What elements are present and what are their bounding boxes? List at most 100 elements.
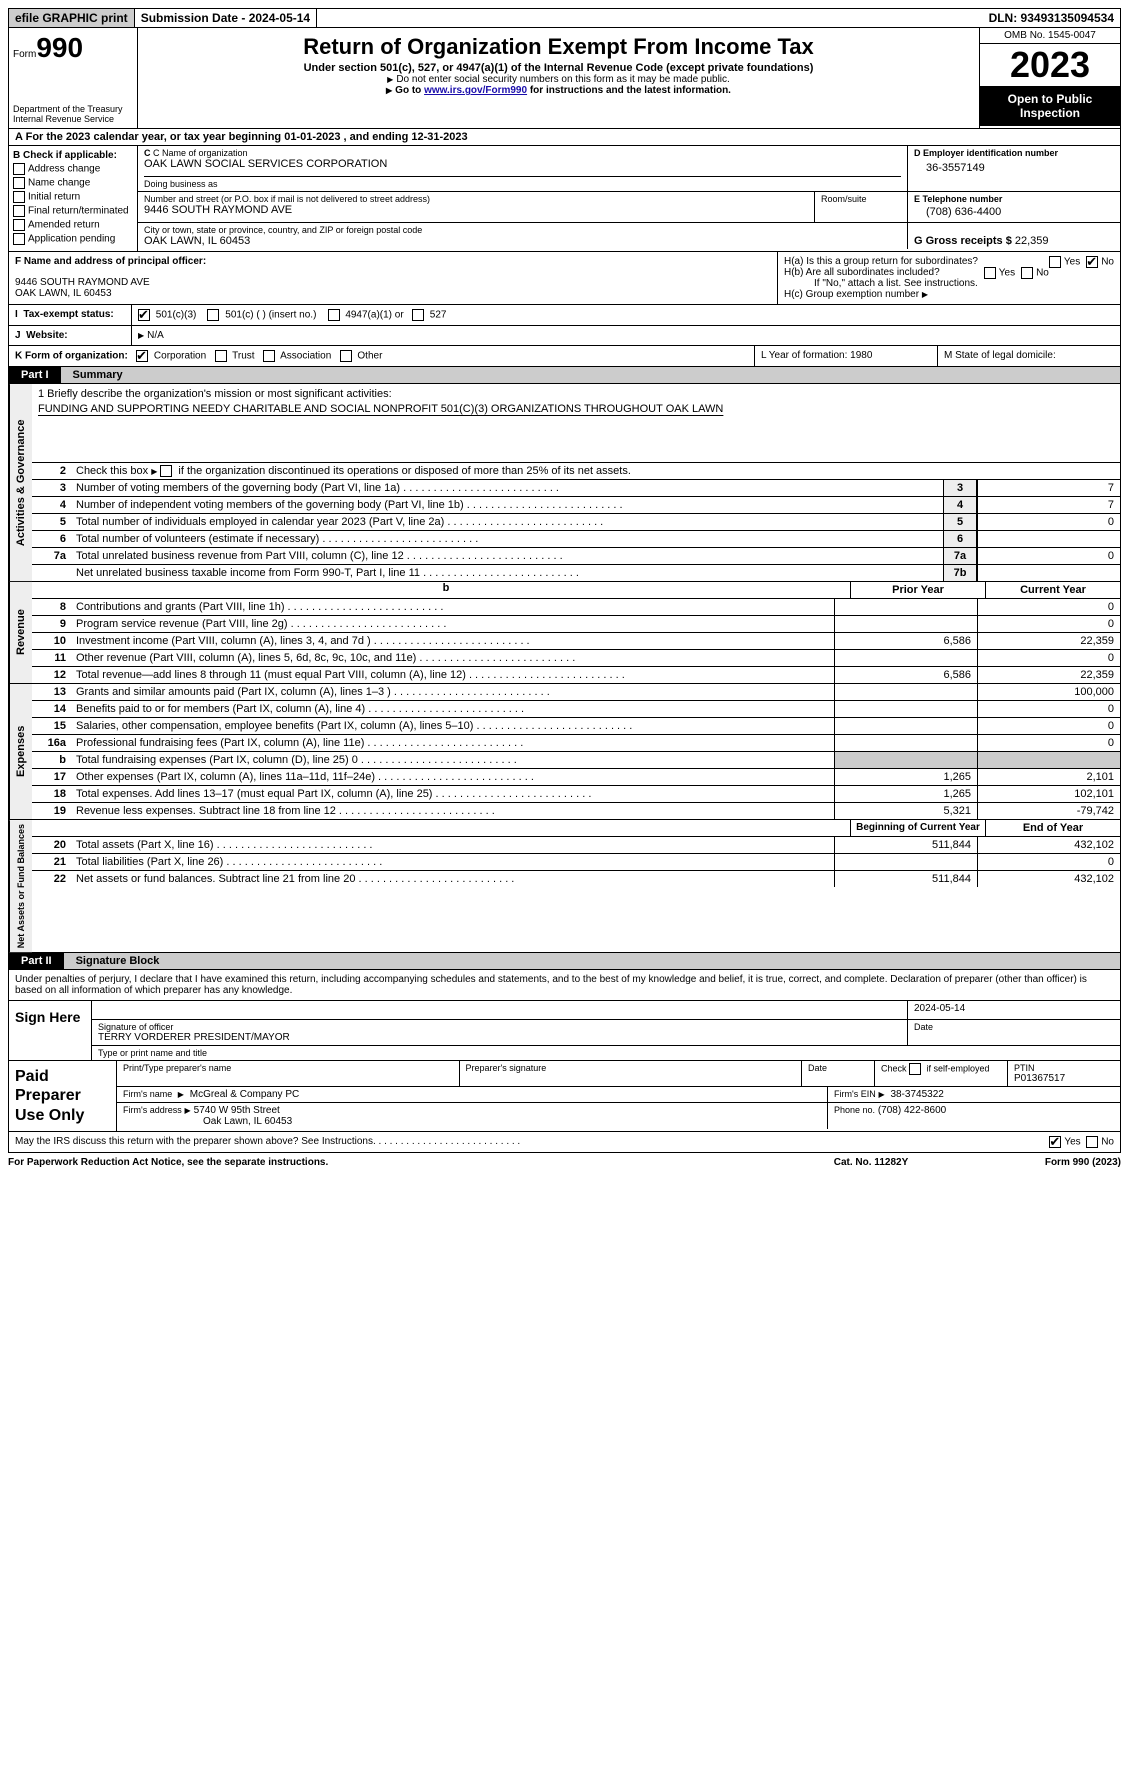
form-org-row: K Form of organization: Corporation Trus… — [8, 346, 1121, 367]
cb-discuss-yes[interactable] — [1049, 1136, 1061, 1148]
money-row: 11Other revenue (Part VIII, column (A), … — [32, 650, 1120, 667]
h-b-note: If "No," attach a list. See instructions… — [784, 278, 1114, 289]
money-row: 16aProfessional fundraising fees (Part I… — [32, 735, 1120, 752]
cb-527[interactable] — [412, 309, 424, 321]
money-row: 13Grants and similar amounts paid (Part … — [32, 684, 1120, 701]
cb-ha-no[interactable] — [1086, 256, 1098, 268]
mission-text: FUNDING AND SUPPORTING NEEDY CHARITABLE … — [38, 400, 1114, 458]
phone-value: (708) 636-4400 — [914, 204, 1114, 220]
net-header: Beginning of Current YearEnd of Year — [32, 820, 1120, 837]
money-row: 9Program service revenue (Part VIII, lin… — [32, 616, 1120, 633]
h-c: H(c) Group exemption number — [784, 289, 1114, 300]
summary-expenses: Expenses 13Grants and similar amounts pa… — [8, 684, 1121, 820]
city-value: OAK LAWN, IL 60453 — [144, 235, 901, 247]
state-domicile: M State of legal domicile: — [938, 346, 1120, 366]
cb-hb-no[interactable] — [1021, 267, 1033, 279]
department: Department of the Treasury Internal Reve… — [13, 104, 133, 124]
instructions-note: Go to www.irs.gov/Form990 for instructio… — [142, 85, 975, 96]
form-title: Return of Organization Exempt From Incom… — [142, 34, 975, 60]
gov-row: 7aTotal unrelated business revenue from … — [32, 548, 1120, 565]
year-formation: L Year of formation: 1980 — [755, 346, 938, 366]
h-a: H(a) Is this a group return for subordin… — [784, 256, 1114, 267]
website-row: J Website: N/A — [8, 326, 1121, 346]
officer-addr2: OAK LAWN, IL 60453 — [15, 288, 771, 299]
sign-here-label: Sign Here — [9, 1001, 92, 1060]
cb-other[interactable] — [340, 350, 352, 362]
cb-address-change[interactable] — [13, 163, 25, 175]
form-header: Form990 Department of the Treasury Inter… — [8, 28, 1121, 129]
summary-netassets: Net Assets or Fund Balances Beginning of… — [8, 820, 1121, 953]
h-b: H(b) Are all subordinates included?Yes N… — [784, 267, 1114, 278]
cb-hb-yes[interactable] — [984, 267, 996, 279]
cb-final-return[interactable] — [13, 205, 25, 217]
money-row: 21Total liabilities (Part X, line 26)0 — [32, 854, 1120, 871]
ssn-note: Do not enter social security numbers on … — [142, 74, 975, 85]
tax-year: 2023 — [980, 44, 1120, 86]
cb-application-pending[interactable] — [13, 233, 25, 245]
firm-addr1: 5740 W 95th Street — [194, 1105, 280, 1116]
street-label: Number and street (or P.O. box if mail i… — [144, 194, 808, 204]
irs-link[interactable]: www.irs.gov/Form990 — [424, 85, 527, 96]
sign-date: 2024-05-14 — [908, 1001, 1120, 1019]
form-number: 990 — [36, 32, 83, 63]
line-a: A For the 2023 calendar year, or tax yea… — [8, 129, 1121, 146]
line-2: 2Check this box if the organization disc… — [32, 463, 1120, 480]
firm-name: McGreal & Company PC — [190, 1089, 299, 1100]
money-row: 10Investment income (Part VIII, column (… — [32, 633, 1120, 650]
gov-row: 4Number of independent voting members of… — [32, 497, 1120, 514]
summary-governance: Activities & Governance 1 Briefly descri… — [8, 384, 1121, 582]
cb-self-employed[interactable] — [909, 1063, 921, 1075]
discuss-row: May the IRS discuss this return with the… — [8, 1132, 1121, 1153]
cb-association[interactable] — [263, 350, 275, 362]
gross-receipts-value: 22,359 — [1015, 235, 1049, 247]
officer-addr1: 9446 SOUTH RAYMOND AVE — [15, 277, 771, 288]
gov-row: 5Total number of individuals employed in… — [32, 514, 1120, 531]
firm-addr2: Oak Lawn, IL 60453 — [203, 1116, 292, 1127]
ein-label: D Employer identification number — [914, 148, 1114, 158]
cb-initial-return[interactable] — [13, 191, 25, 203]
money-row: 14Benefits paid to or for members (Part … — [32, 701, 1120, 718]
city-label: City or town, state or province, country… — [144, 225, 901, 235]
omb-number: OMB No. 1545-0047 — [980, 28, 1120, 44]
efile-button[interactable]: efile GRAPHIC print — [9, 9, 135, 27]
box-b: B Check if applicable: Address change Na… — [9, 146, 138, 251]
cb-corporation[interactable] — [136, 350, 148, 362]
vtab-governance: Activities & Governance — [9, 384, 32, 581]
money-row: 17Other expenses (Part IX, column (A), l… — [32, 769, 1120, 786]
org-name: OAK LAWN SOCIAL SERVICES CORPORATION — [144, 158, 901, 170]
cb-name-change[interactable] — [13, 177, 25, 189]
cb-discontinued[interactable] — [160, 465, 172, 477]
top-bar: efile GRAPHIC print Submission Date - 20… — [8, 8, 1121, 28]
form-prefix: Form — [13, 49, 36, 60]
mission-block: 1 Briefly describe the organization's mi… — [32, 384, 1120, 463]
money-row: 12Total revenue—add lines 8 through 11 (… — [32, 667, 1120, 683]
penalties-text: Under penalties of perjury, I declare th… — [8, 970, 1121, 1001]
cb-4947[interactable] — [328, 309, 340, 321]
ptin: P01367517 — [1014, 1073, 1114, 1084]
ein-value: 36-3557149 — [914, 158, 1114, 178]
cb-discuss-no[interactable] — [1086, 1136, 1098, 1148]
cb-amended-return[interactable] — [13, 219, 25, 231]
gov-row: 6Total number of volunteers (estimate if… — [32, 531, 1120, 548]
officer-row: F Name and address of principal officer:… — [8, 252, 1121, 305]
money-row: 22Net assets or fund balances. Subtract … — [32, 871, 1120, 887]
cb-ha-yes[interactable] — [1049, 256, 1061, 268]
preparer-phone: (708) 422-8600 — [878, 1105, 946, 1116]
gov-row: Net unrelated business taxable income fr… — [32, 565, 1120, 581]
cb-501c3[interactable] — [138, 309, 150, 321]
paid-preparer-label: Paid Preparer Use Only — [9, 1061, 117, 1131]
money-row: 18Total expenses. Add lines 13–17 (must … — [32, 786, 1120, 803]
form-subtitle: Under section 501(c), 527, or 4947(a)(1)… — [142, 62, 975, 74]
open-inspection: Open to Public Inspection — [980, 86, 1120, 126]
cb-trust[interactable] — [215, 350, 227, 362]
money-row: 8Contributions and grants (Part VIII, li… — [32, 599, 1120, 616]
paid-preparer-block: Paid Preparer Use Only Print/Type prepar… — [8, 1061, 1121, 1132]
submission-date: Submission Date - 2024-05-14 — [135, 9, 317, 27]
dln: DLN: 93493135094534 — [983, 9, 1120, 27]
phone-label: E Telephone number — [914, 194, 1114, 204]
street-value: 9446 SOUTH RAYMOND AVE — [144, 204, 808, 216]
money-row: 19Revenue less expenses. Subtract line 1… — [32, 803, 1120, 819]
cb-501c[interactable] — [207, 309, 219, 321]
vtab-netassets: Net Assets or Fund Balances — [9, 820, 32, 952]
entity-block: B Check if applicable: Address change Na… — [8, 146, 1121, 252]
